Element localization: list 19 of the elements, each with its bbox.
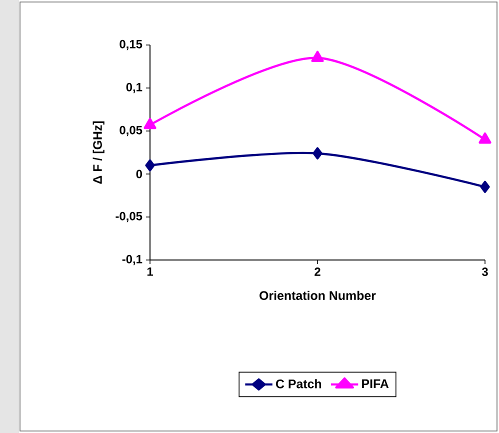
x-axis-title: Orientation Number xyxy=(260,290,376,300)
x-tick-label: 1 xyxy=(147,268,153,276)
x-tick-label: 3 xyxy=(482,268,488,276)
point xyxy=(311,50,324,62)
point xyxy=(312,147,322,160)
point xyxy=(145,159,155,172)
y-tick-label: 0 xyxy=(136,170,142,178)
legend-label: C Patch xyxy=(276,379,322,388)
y-tick-label: -0,05 xyxy=(116,212,142,222)
y-tick-label: -0,1 xyxy=(122,254,142,266)
y-tick-label: 0,05 xyxy=(120,126,142,136)
y-tick-label: 0,1 xyxy=(126,82,142,94)
point xyxy=(480,180,490,193)
x-tick-label: 2 xyxy=(314,268,320,276)
y-tick-label: 0,15 xyxy=(120,40,142,50)
point xyxy=(478,132,492,144)
legend-label: PIFA xyxy=(362,379,389,388)
point xyxy=(144,118,156,130)
y-axis-title: Δ F / [GHz] xyxy=(92,121,104,184)
